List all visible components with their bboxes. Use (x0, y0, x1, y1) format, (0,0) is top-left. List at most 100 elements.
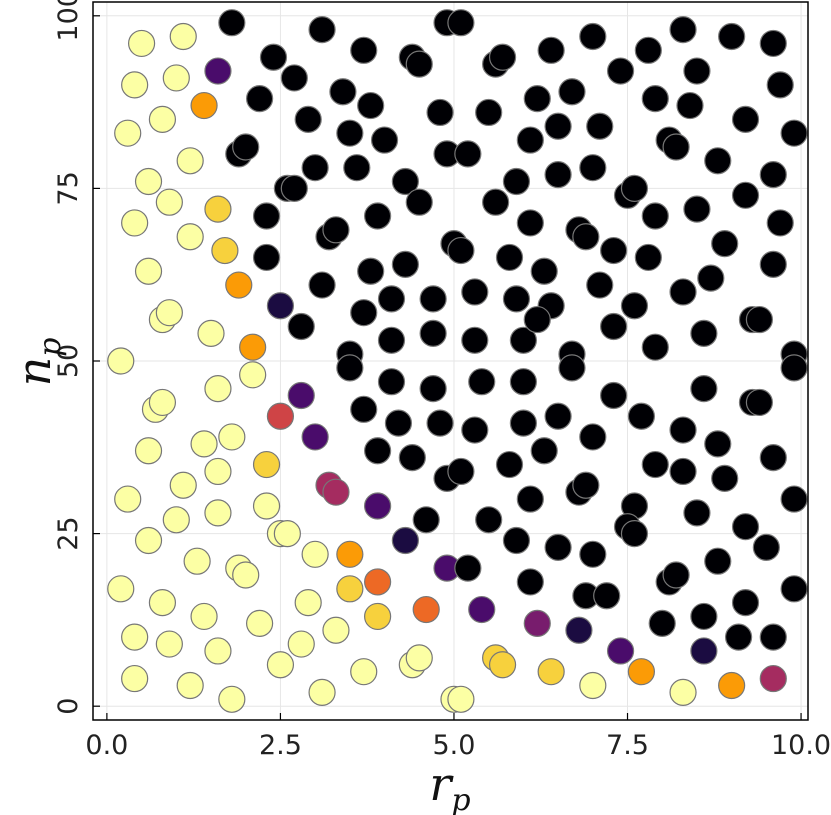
scatter-point (461, 278, 489, 306)
scatter-point (426, 409, 454, 437)
scatter-point (357, 257, 385, 285)
scatter-point (336, 119, 364, 147)
x-axis-label-sub: p (451, 783, 470, 815)
scatter-point (218, 685, 246, 713)
scatter-point (169, 471, 197, 499)
scatter-point (745, 305, 774, 334)
scatter-point (134, 257, 163, 285)
scatter-point (454, 554, 482, 582)
scatter-point (579, 671, 607, 700)
scatter-point (558, 354, 586, 382)
scatter-point (364, 568, 392, 596)
scatter-point (697, 264, 725, 292)
scatter-point (627, 658, 655, 686)
y-tick-label: 100 (53, 0, 84, 42)
scatter-point (780, 485, 808, 513)
scatter-point (558, 78, 586, 106)
scatter-point (211, 236, 239, 265)
scatter-point (495, 243, 524, 272)
scatter-point (516, 126, 544, 154)
scatter-point (579, 22, 607, 51)
scatter-point (537, 36, 565, 64)
scatter-point (308, 16, 336, 44)
scatter-point (447, 9, 475, 37)
scatter-point (405, 50, 433, 78)
scatter-point (468, 368, 496, 396)
scatter-point (620, 519, 649, 548)
scatter-point (127, 29, 156, 58)
scatter-point (232, 133, 260, 161)
scatter-point (745, 388, 774, 417)
scatter-point (683, 57, 711, 85)
scatter-point (634, 243, 662, 272)
scatter-point (516, 568, 544, 596)
scatter-point (377, 326, 406, 354)
x-tick-label: 10.0 (771, 730, 831, 761)
scatter-point (301, 540, 329, 568)
scatter-point (336, 354, 364, 382)
scatter-point (155, 299, 183, 327)
scatter-point (308, 678, 336, 706)
scatter-point (121, 71, 149, 99)
scatter-point (669, 16, 697, 44)
scatter-point (488, 43, 517, 71)
scatter-point (648, 609, 676, 637)
scatter-point (586, 271, 614, 299)
scatter-point (572, 223, 600, 251)
scatter-point (731, 513, 760, 541)
scatter-point (759, 250, 787, 278)
tick-labels: 0.0 2.5 5.0 7.5 10.0 0 25 50 75 100 (53, 0, 831, 761)
scatter-point (204, 195, 232, 223)
scatter-point (530, 257, 558, 285)
scatter-point (155, 630, 183, 658)
scatter-point (509, 326, 537, 354)
scatter-point (364, 602, 392, 631)
scatter-point (669, 416, 697, 444)
scatter-point (364, 202, 392, 230)
scatter-point (475, 98, 503, 127)
y-axis-label-base: n (7, 357, 61, 387)
y-tick-label: 25 (53, 516, 84, 550)
scatter-point (405, 644, 433, 672)
y-axis-label: np (7, 338, 68, 387)
x-tick-label: 2.5 (259, 730, 302, 761)
scatter-point (370, 126, 399, 154)
scatter-point (107, 347, 135, 375)
scatter-point (669, 457, 697, 486)
scatter-point (495, 450, 524, 479)
scatter-point (266, 651, 295, 679)
scatter-point (516, 209, 544, 237)
scatter-point (384, 409, 413, 437)
scatter-point (266, 292, 295, 320)
scatter-point (287, 312, 315, 341)
scatter-point (405, 188, 433, 216)
y-tick-label: 50 (53, 344, 84, 378)
scatter-point (579, 154, 607, 182)
scatter-point (294, 589, 322, 617)
scatter-point (641, 202, 669, 230)
scatter-point (121, 209, 149, 237)
scatter-point (336, 575, 364, 603)
scatter-point (176, 147, 204, 175)
scatter-point (620, 174, 649, 203)
scatter-point (683, 195, 711, 223)
scatter-point (641, 85, 669, 113)
scatter-point (502, 285, 531, 313)
scatter-point (183, 547, 211, 575)
scatter-point (252, 492, 281, 520)
scatter-point (579, 540, 607, 568)
scatter-point (350, 658, 378, 686)
scatter-point (530, 437, 558, 465)
scatter-point (447, 236, 475, 265)
scatter-point (704, 430, 732, 458)
scatter-point (134, 526, 163, 555)
scatter-point (246, 85, 274, 113)
scatter-point (502, 167, 531, 196)
y-tick-label: 0 (53, 698, 84, 715)
scatter-point (600, 312, 628, 341)
scatter-point (114, 485, 142, 513)
scatter-point (579, 423, 607, 451)
scatter-point (391, 250, 419, 278)
scatter-point (301, 154, 329, 182)
scatter-point (537, 658, 565, 686)
